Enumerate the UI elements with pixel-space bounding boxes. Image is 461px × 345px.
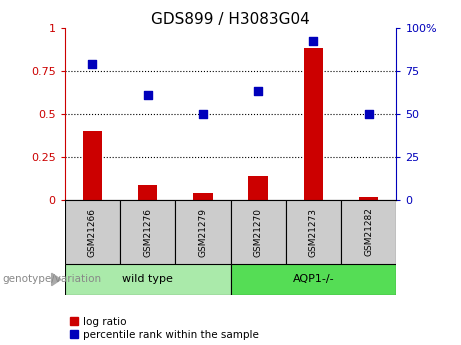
- Point: [199, 111, 207, 117]
- Point: [254, 89, 262, 94]
- Text: GDS899 / H3083G04: GDS899 / H3083G04: [151, 12, 310, 27]
- Point: [89, 61, 96, 67]
- Text: genotype/variation: genotype/variation: [2, 275, 101, 284]
- Point: [365, 111, 372, 117]
- Text: GSM21266: GSM21266: [88, 207, 97, 257]
- Text: GSM21282: GSM21282: [364, 208, 373, 256]
- Bar: [286, 200, 341, 264]
- Bar: [341, 200, 396, 264]
- Text: AQP1-/-: AQP1-/-: [293, 275, 334, 284]
- Bar: [65, 200, 120, 264]
- Bar: [175, 200, 230, 264]
- Bar: [193, 193, 213, 200]
- Point: [310, 39, 317, 44]
- Bar: [230, 200, 286, 264]
- Point: [144, 92, 151, 98]
- Bar: [230, 264, 396, 295]
- Bar: [83, 131, 102, 200]
- Bar: [359, 197, 378, 200]
- Bar: [248, 176, 268, 200]
- Bar: [120, 200, 175, 264]
- Bar: [138, 185, 157, 200]
- Text: GSM21270: GSM21270: [254, 207, 263, 257]
- Text: GSM21273: GSM21273: [309, 207, 318, 257]
- Text: wild type: wild type: [122, 275, 173, 284]
- Legend: log ratio, percentile rank within the sample: log ratio, percentile rank within the sa…: [70, 317, 259, 340]
- Text: GSM21276: GSM21276: [143, 207, 152, 257]
- Bar: [65, 264, 230, 295]
- Bar: [304, 48, 323, 200]
- Text: GSM21279: GSM21279: [198, 207, 207, 257]
